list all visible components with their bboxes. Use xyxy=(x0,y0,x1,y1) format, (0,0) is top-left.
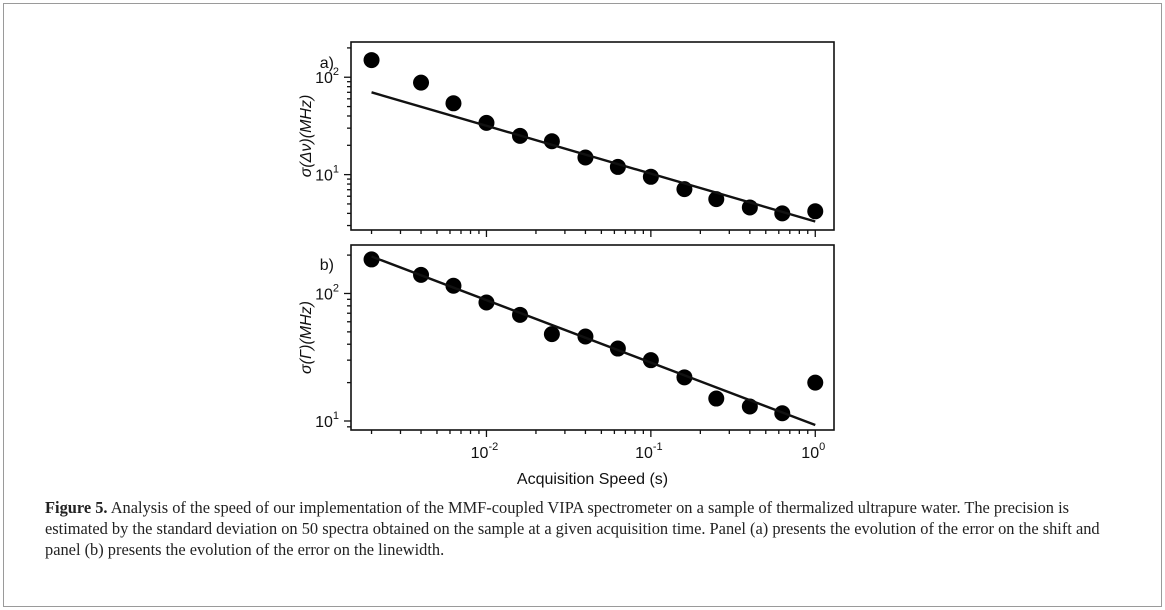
plot-area-frame xyxy=(350,41,835,231)
x-axis-label: Acquisition Speed (s) xyxy=(517,471,668,488)
fit-line xyxy=(371,91,816,223)
x-tick-label: 100 xyxy=(801,441,825,462)
caption-label: Figure 5. xyxy=(45,498,108,517)
data-point xyxy=(543,326,560,343)
figure-plots: 101 102 σ(Δν)(MHz) a) 101 102 10-2 10-1 100 Acqui… xyxy=(298,41,835,488)
data-point xyxy=(413,74,430,91)
figure-caption: Figure 5. Analysis of the speed of our i… xyxy=(45,497,1125,560)
y-tick-label: 101 xyxy=(315,410,339,431)
data-point xyxy=(807,203,824,220)
y-axis-label: σ(Δν)(MHz) xyxy=(298,95,315,178)
panel-label: b) xyxy=(320,257,334,274)
data-point xyxy=(445,95,462,112)
panel-b: 101 102 10-2 10-1 100 Acquisition Speed (s) σ(… xyxy=(298,244,835,488)
data-point xyxy=(363,52,380,69)
panel-label: a) xyxy=(320,55,334,72)
caption-text: Analysis of the speed of our implementat… xyxy=(45,498,1100,559)
plot-area-frame xyxy=(350,244,835,431)
x-tick-label: 10-2 xyxy=(471,441,499,462)
data-point xyxy=(708,390,725,407)
fit-line xyxy=(371,255,816,427)
data-point xyxy=(807,374,824,391)
y-tick-label: 102 xyxy=(315,282,339,303)
x-tick-label: 10-1 xyxy=(635,441,663,462)
y-axis-label: σ(Γ)(MHz) xyxy=(298,301,315,374)
y-tick-label: 101 xyxy=(315,164,339,185)
data-point xyxy=(774,205,791,222)
data-point xyxy=(708,191,725,208)
data-point xyxy=(363,251,380,268)
figure-frame xyxy=(3,3,1162,607)
